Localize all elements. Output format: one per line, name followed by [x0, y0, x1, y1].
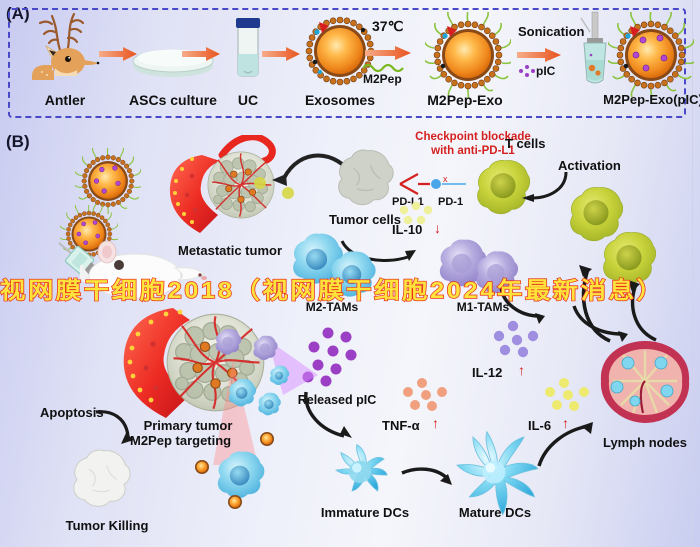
- svg-text:x: x: [443, 174, 448, 184]
